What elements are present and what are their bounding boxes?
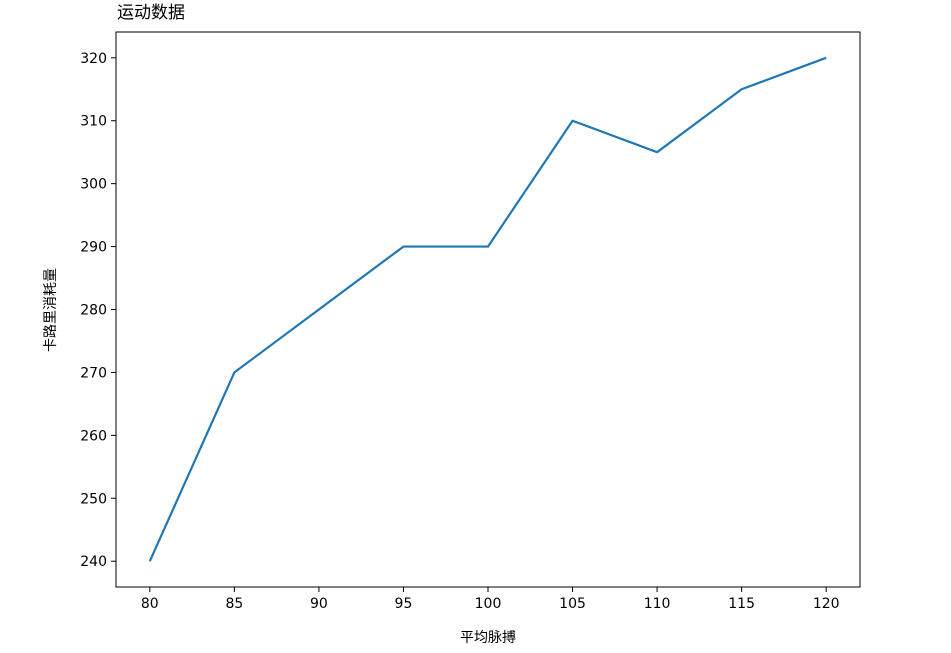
y-tick-label: 270 xyxy=(80,365,107,381)
y-tick-label: 240 xyxy=(80,554,107,570)
x-tick-label: 95 xyxy=(395,596,413,612)
y-tick-label: 280 xyxy=(80,303,107,319)
x-tick-label: 80 xyxy=(141,596,159,612)
x-tick-label: 115 xyxy=(728,596,755,612)
x-tick-label: 110 xyxy=(644,596,671,612)
series-line xyxy=(148,56,827,562)
plot-frame xyxy=(115,31,861,588)
y-tick-label: 300 xyxy=(80,177,107,193)
y-tick-label: 320 xyxy=(80,51,107,67)
chart-title: 运动数据 xyxy=(117,3,185,23)
y-tick-label: 250 xyxy=(80,491,107,507)
x-tick-label: 90 xyxy=(310,596,328,612)
y-tick-label: 290 xyxy=(80,240,107,256)
x-tick-label: 105 xyxy=(559,596,586,612)
y-tick-label: 260 xyxy=(80,428,107,444)
x-axis-label: 平均脉搏 xyxy=(460,629,516,646)
y-tick-label: 310 xyxy=(80,114,107,130)
x-tick-label: 120 xyxy=(813,596,840,612)
y-axis-label: 卡路里消耗量 xyxy=(43,268,59,352)
x-tick-label: 85 xyxy=(225,596,243,612)
x-tick-label: 100 xyxy=(475,596,502,612)
